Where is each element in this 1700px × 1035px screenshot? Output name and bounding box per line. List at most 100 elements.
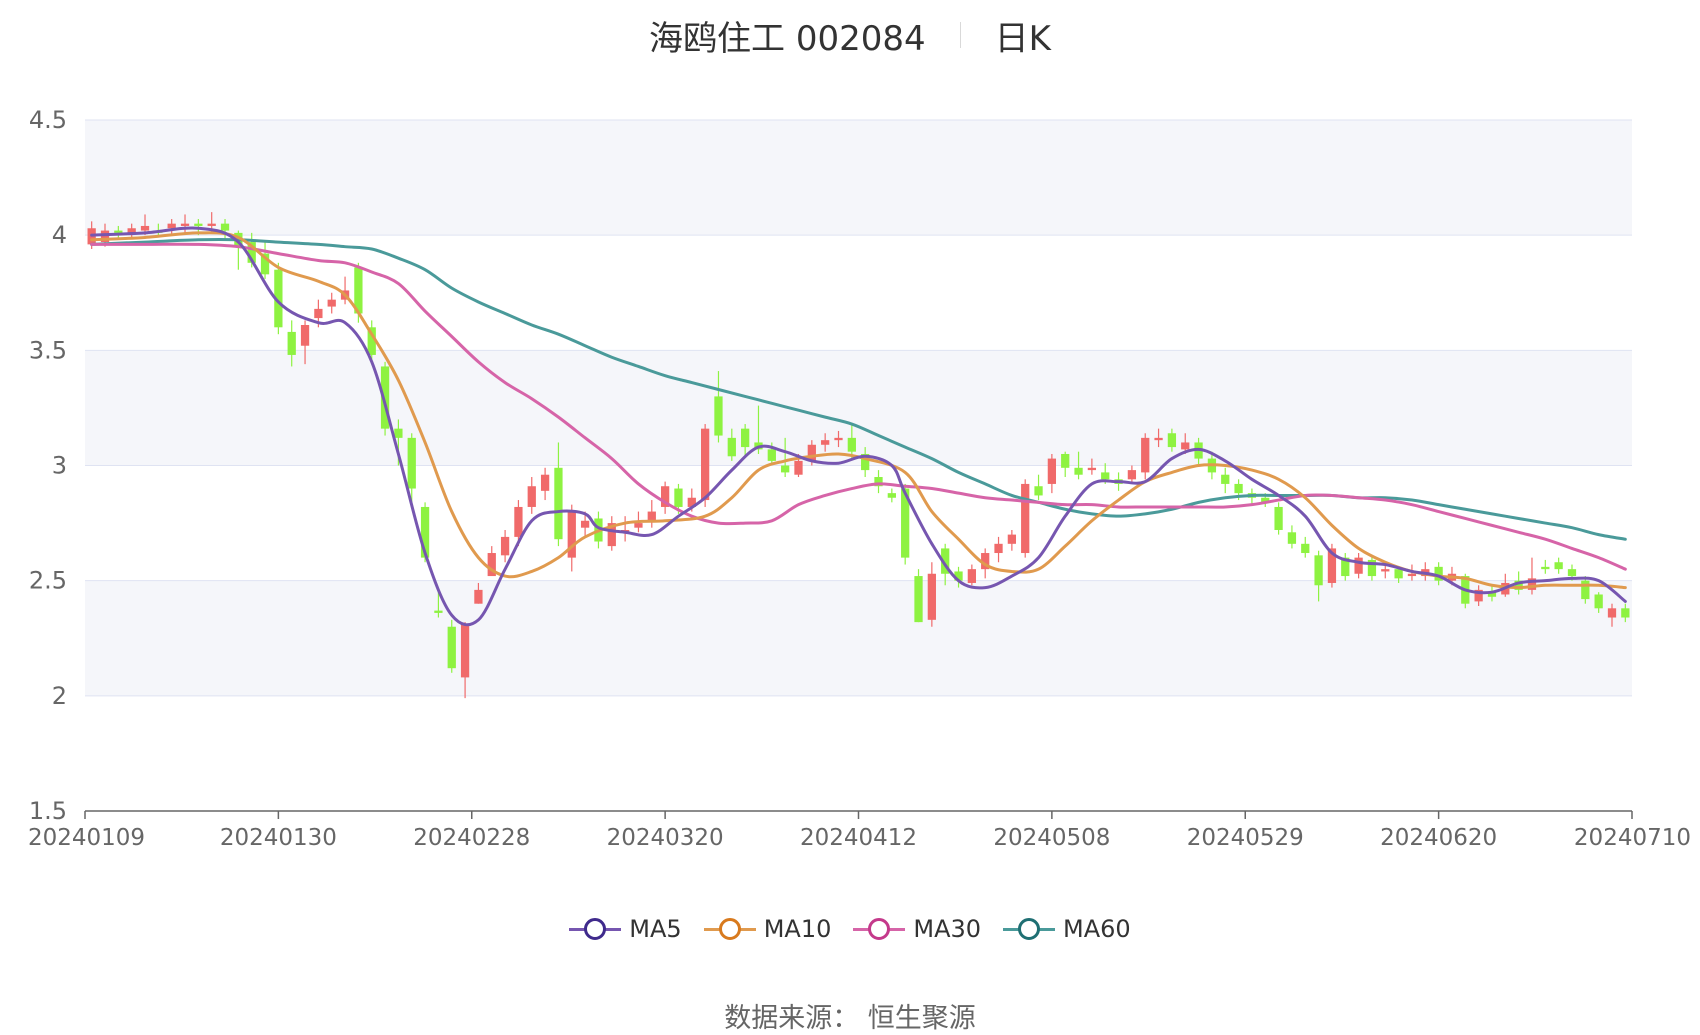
period-label[interactable]: 日K: [994, 18, 1051, 59]
title-divider: [959, 22, 961, 48]
candle: [567, 504, 576, 572]
candle: [927, 562, 936, 627]
candle-body: [874, 477, 883, 487]
candle-body: [1074, 467, 1083, 475]
candle-body: [500, 536, 510, 556]
x-tick-label: 20240228: [413, 825, 530, 851]
legend-item-ma10[interactable]: MA10: [703, 915, 831, 943]
candle: [474, 582, 483, 604]
y-tick-label: 4.5: [29, 106, 67, 134]
candle: [380, 361, 390, 436]
candle-body: [287, 331, 296, 355]
candle-body: [1487, 592, 1497, 597]
candle-body: [807, 444, 816, 461]
candle-body: [1261, 497, 1270, 503]
candle-body: [941, 548, 950, 574]
y-tick-label: 2.5: [29, 567, 67, 595]
candle-body: [794, 460, 803, 475]
candle-body: [1274, 506, 1283, 530]
candle-body: [474, 589, 483, 604]
candle-body: [887, 493, 896, 498]
candle-body: [1407, 573, 1417, 577]
candle: [1354, 553, 1363, 579]
candle: [447, 619, 456, 673]
candle-body: [981, 553, 990, 570]
candle: [487, 546, 496, 577]
plot-band: [85, 350, 1632, 466]
x-tick-label: 20240710: [1574, 825, 1691, 851]
candle-body: [247, 242, 256, 263]
candle: [460, 622, 470, 699]
legend-label: MA60: [1063, 915, 1131, 943]
candle: [1621, 603, 1630, 623]
candle-body: [607, 523, 616, 547]
candle: [861, 447, 870, 478]
legend: MA5 MA10 MA30 MA60: [0, 915, 1700, 943]
candle: [1087, 458, 1097, 475]
candle-body: [1167, 433, 1177, 448]
candle-body: [114, 230, 123, 233]
candle-body: [407, 437, 416, 489]
candle: [714, 371, 723, 443]
candle-body: [1327, 548, 1337, 583]
candle-body: [714, 396, 723, 436]
legend-item-ma30[interactable]: MA30: [853, 915, 981, 943]
candle-body: [687, 497, 696, 507]
plot-bands: [85, 120, 1632, 696]
candle: [1541, 559, 1550, 574]
legend-item-ma60[interactable]: MA60: [1003, 915, 1131, 943]
candle: [1394, 566, 1403, 583]
moving-average-lines: [90, 226, 1627, 627]
candle: [1154, 428, 1163, 448]
candle-body: [567, 511, 576, 558]
candle: [874, 470, 883, 494]
candle-body: [127, 228, 136, 233]
candle-body: [367, 327, 376, 355]
candle-body: [140, 225, 150, 231]
x-tick-label: 20240529: [1187, 825, 1304, 851]
y-tick-label: 3.5: [29, 336, 67, 364]
candle: [1074, 451, 1083, 480]
ma-line-ma30: [90, 242, 1627, 571]
candle-body: [1341, 557, 1350, 577]
candle-body: [1554, 562, 1563, 570]
candle: [954, 566, 963, 588]
candle-body: [1607, 608, 1617, 618]
candle-body: [1514, 580, 1523, 590]
candle: [260, 242, 270, 279]
candle-body: [540, 474, 550, 491]
candle: [1527, 557, 1537, 595]
candle-body: [460, 624, 470, 678]
plot-band: [85, 120, 1632, 236]
candle: [781, 437, 790, 478]
candle: [287, 320, 296, 367]
candle: [741, 424, 750, 457]
legend-item-ma5[interactable]: MA5: [569, 915, 682, 943]
candle: [1367, 555, 1377, 581]
candle-body: [1381, 569, 1390, 572]
candle: [1274, 502, 1283, 535]
candle-body: [1621, 608, 1630, 618]
candle-body: [1367, 559, 1377, 577]
candle-body: [274, 269, 283, 328]
candle-body: [167, 223, 176, 229]
candle-body: [727, 437, 736, 457]
candle: [1554, 557, 1563, 574]
x-tick-label: 20240109: [28, 825, 145, 851]
candle-body: [741, 428, 750, 448]
candle-body: [781, 465, 790, 473]
candle: [274, 262, 283, 335]
candle: [620, 516, 630, 542]
candle: [580, 511, 590, 537]
candle: [1434, 562, 1443, 586]
candle-body: [994, 543, 1003, 554]
legend-marker-icon: [853, 917, 906, 941]
candle: [527, 477, 536, 514]
candle-body: [394, 428, 403, 438]
candle-body: [354, 267, 363, 314]
candle-body: [1527, 578, 1537, 590]
legend-label: MA30: [913, 915, 982, 943]
candle: [647, 500, 656, 528]
